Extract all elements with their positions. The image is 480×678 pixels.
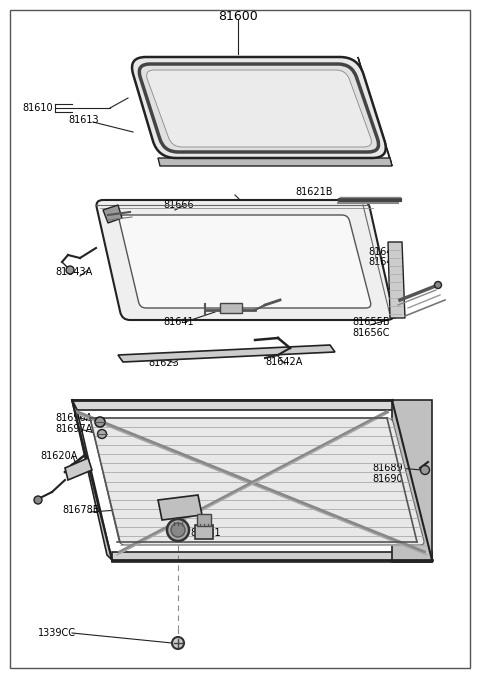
Polygon shape: [392, 400, 432, 562]
Text: 81697A: 81697A: [55, 424, 92, 434]
Text: 81631: 81631: [190, 528, 221, 538]
Polygon shape: [358, 57, 392, 166]
Text: 81642A: 81642A: [265, 357, 302, 367]
Circle shape: [95, 417, 105, 427]
PathPatch shape: [146, 70, 372, 147]
Circle shape: [434, 281, 442, 289]
PathPatch shape: [132, 57, 386, 158]
PathPatch shape: [139, 64, 379, 152]
Text: 81696A: 81696A: [55, 413, 92, 423]
Circle shape: [97, 429, 107, 439]
Bar: [197, 514, 211, 526]
Circle shape: [167, 519, 189, 541]
Text: 81620A: 81620A: [40, 451, 77, 461]
Text: 81643A: 81643A: [55, 267, 92, 277]
Bar: [220, 303, 242, 313]
Polygon shape: [65, 458, 92, 480]
Polygon shape: [158, 495, 202, 520]
PathPatch shape: [96, 200, 394, 320]
Text: 81610: 81610: [22, 103, 53, 113]
Bar: [195, 525, 213, 539]
Circle shape: [172, 637, 184, 649]
PathPatch shape: [119, 215, 371, 308]
Text: 81641: 81641: [163, 317, 193, 327]
Text: 81621B: 81621B: [295, 187, 333, 197]
Polygon shape: [72, 400, 397, 410]
Text: 1339CC: 1339CC: [38, 628, 76, 638]
Text: 81689: 81689: [372, 463, 403, 473]
Polygon shape: [388, 242, 405, 318]
Circle shape: [171, 523, 185, 537]
Polygon shape: [158, 158, 392, 166]
Text: 81678B: 81678B: [62, 505, 99, 515]
Text: 81647: 81647: [368, 247, 399, 257]
Text: 81648: 81648: [368, 257, 398, 267]
Text: 81666: 81666: [163, 200, 193, 210]
Circle shape: [34, 496, 42, 504]
Text: 81690: 81690: [372, 474, 403, 484]
Polygon shape: [112, 552, 432, 562]
Polygon shape: [118, 345, 335, 362]
Circle shape: [66, 266, 74, 274]
Text: 81613: 81613: [68, 115, 98, 125]
Polygon shape: [103, 205, 122, 223]
Text: 81656C: 81656C: [352, 328, 389, 338]
Text: 81623: 81623: [148, 358, 179, 368]
Text: 81655B: 81655B: [352, 317, 390, 327]
Text: 81600: 81600: [218, 9, 258, 22]
Circle shape: [420, 466, 430, 475]
Polygon shape: [72, 400, 112, 560]
PathPatch shape: [91, 418, 424, 545]
